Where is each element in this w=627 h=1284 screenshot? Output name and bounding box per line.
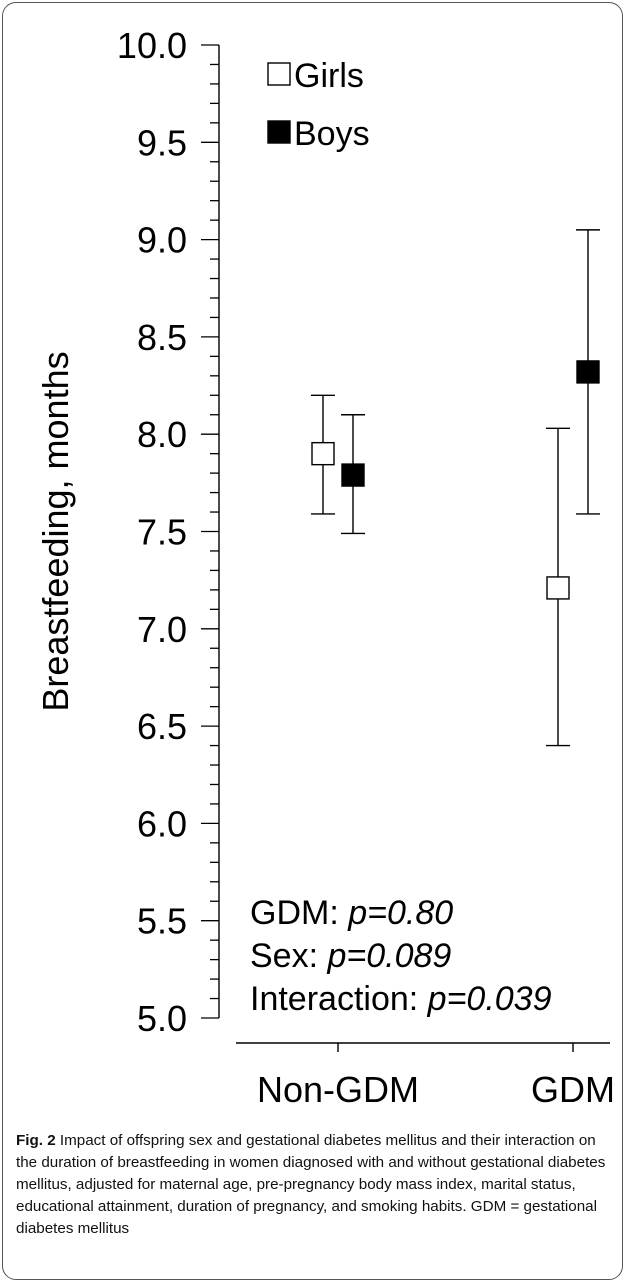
legend-label: Boys — [294, 115, 370, 153]
y-tick-label: 10.0 — [117, 25, 187, 66]
data-point-filled-square — [576, 360, 600, 384]
y-tick-label: 5.0 — [137, 998, 187, 1039]
y-tick-label: 9.5 — [137, 122, 187, 163]
legend-filled-square — [267, 120, 291, 144]
legend-label: Girls — [294, 57, 364, 95]
x-tick-label: GDM — [531, 1069, 615, 1110]
y-tick-label: 5.5 — [137, 901, 187, 942]
y-tick-label: 6.0 — [137, 803, 187, 844]
y-tick-label: 6.5 — [137, 706, 187, 747]
caption-label: Fig. 2 — [16, 1132, 56, 1149]
legend-open-square — [267, 62, 291, 86]
caption-text: Impact of offspring sex and gestational … — [16, 1132, 606, 1237]
p-value-annotation: GDM: p=0.80 — [250, 894, 453, 932]
p-value-annotation: Interaction: p=0.039 — [250, 980, 552, 1018]
y-axis-label: Breastfeeding, months — [35, 351, 76, 711]
y-tick-label: 7.0 — [137, 609, 187, 650]
y-tick-label: 9.0 — [137, 220, 187, 261]
y-tick-label: 7.5 — [137, 512, 187, 553]
chart: 5.0 5.5 6.0 6.5 7.0 7.5 8.0 8.5 9.0 9.5 10.0 Breast… — [35, 25, 615, 1110]
p-value-annotation: Sex: p=0.089 — [250, 937, 451, 975]
y-tick-label: 8.5 — [137, 317, 187, 358]
data-point-filled-square — [341, 463, 365, 487]
y-tick-label: 8.0 — [137, 414, 187, 455]
figure-caption: Fig. 2 Impact of offspring sex and gesta… — [16, 1130, 614, 1240]
data-point-open-square — [311, 441, 335, 466]
data-point-open-square — [546, 576, 570, 600]
x-tick-label: Non-GDM — [257, 1069, 419, 1110]
